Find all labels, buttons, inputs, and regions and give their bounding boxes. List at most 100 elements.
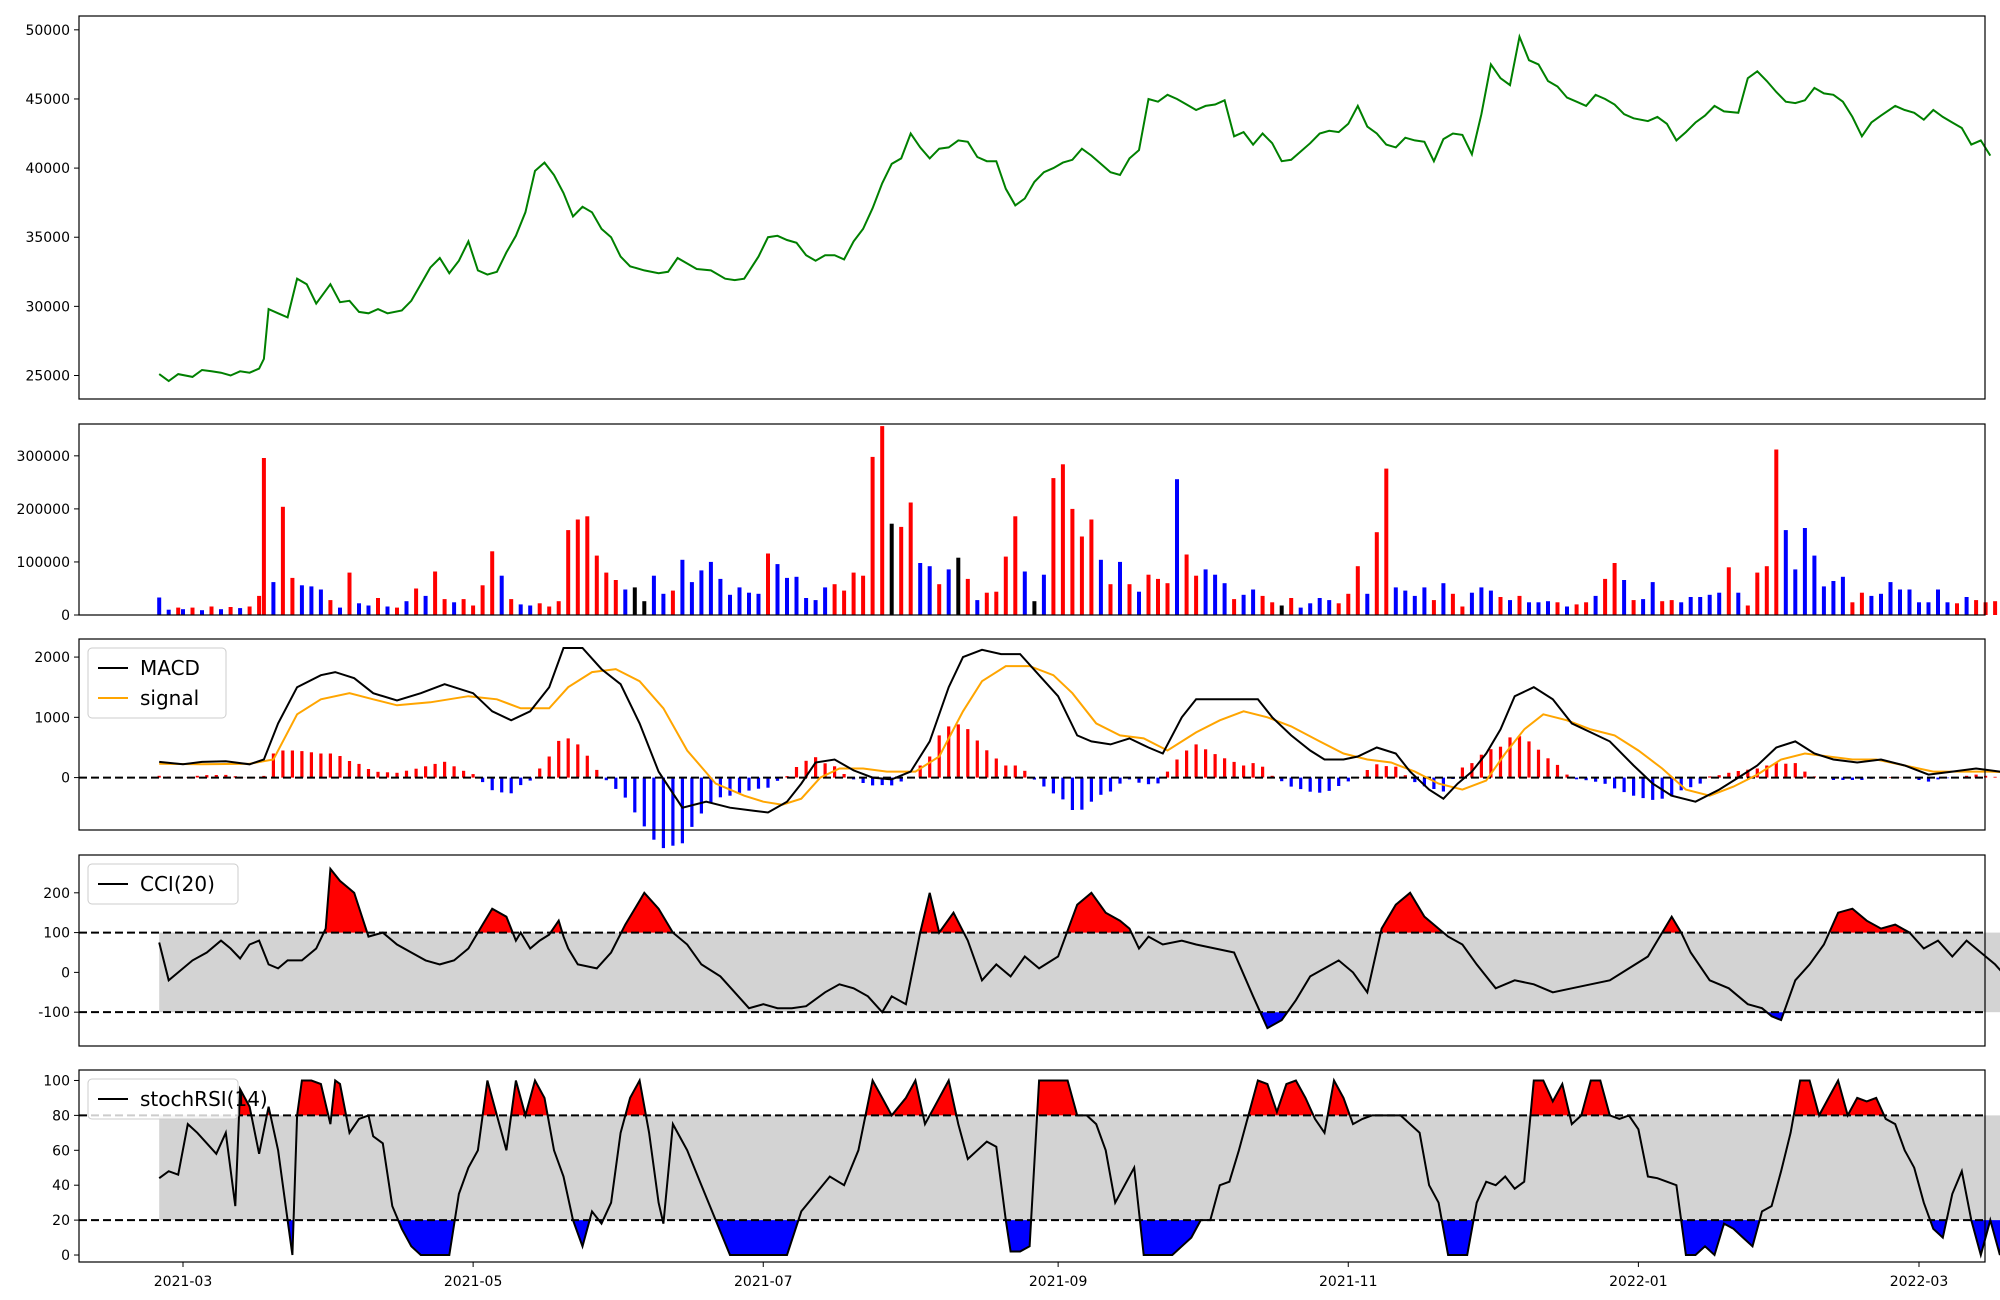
y-tick-label: 0 (61, 608, 70, 624)
macd-histogram-bar (357, 763, 361, 778)
volume-bar (1165, 583, 1170, 615)
macd-histogram-bar (1755, 768, 1759, 778)
volume-bar (461, 599, 466, 615)
volume-bar (1508, 600, 1512, 615)
macd-histogram-bar (633, 777, 637, 813)
macd-histogram-bar (1175, 759, 1179, 778)
volume-bar (200, 610, 204, 615)
volume-bar (309, 586, 314, 615)
macd-histogram-bar (1223, 758, 1227, 778)
macd-histogram-bar (1384, 766, 1388, 778)
macd-histogram-bar (956, 724, 960, 778)
macd-histogram-bar (214, 775, 218, 778)
macd-histogram-bar (1460, 767, 1464, 778)
macd-histogram-bar (1261, 766, 1265, 778)
volume-bar (1365, 593, 1370, 615)
macd-histogram-bar (1736, 771, 1740, 778)
volume-bar (157, 597, 162, 615)
macd-histogram-bar (205, 775, 209, 778)
macd-histogram-bar (1689, 777, 1693, 788)
macd-histogram-bar (1803, 771, 1807, 778)
volume-bar (385, 606, 390, 615)
y-tick-label: 1000 (34, 710, 70, 726)
neutral-band (159, 1115, 2000, 1221)
macd-histogram-bar (576, 744, 580, 778)
volume-bar (670, 590, 675, 615)
oversold-fill (1139, 1220, 1201, 1255)
macd-histogram-bar (1080, 777, 1084, 810)
macd-histogram-bar (395, 772, 399, 778)
macd-histogram-bar (871, 777, 875, 786)
macd-histogram-bar (1232, 761, 1236, 778)
macd-histogram-bar (690, 777, 694, 827)
volume-bar (318, 589, 323, 615)
volume-bar (604, 572, 609, 615)
volume-bar (1118, 561, 1122, 615)
macd-histogram-bar (975, 740, 979, 778)
volume-bar (1574, 604, 1579, 615)
macd-histogram-bar (1299, 777, 1303, 790)
x-tick-label: 2021-03 (154, 1274, 213, 1290)
volume-bar (1565, 606, 1569, 615)
volume-bar (1907, 589, 1912, 615)
volume-bar (804, 598, 809, 615)
volume-bar (395, 607, 399, 615)
legend-label: CCI(20) (140, 872, 215, 896)
macd-histogram-bar (699, 777, 703, 814)
volume-bar (247, 606, 252, 615)
volume-bar (613, 580, 618, 615)
volume-bar (1955, 603, 1959, 615)
macd-histogram-bar (1717, 775, 1721, 778)
volume-bar (766, 553, 770, 615)
macd-histogram-bar (309, 752, 313, 778)
volume-bar (918, 563, 923, 615)
macd-histogram-bar (823, 763, 827, 778)
volume-bar (238, 608, 243, 615)
macd-histogram-bar (1831, 777, 1835, 780)
volume-bar (1079, 536, 1084, 615)
volume-bar (1051, 478, 1056, 615)
macd-histogram-bar (614, 777, 618, 789)
y-tick-label: 40000 (25, 161, 70, 177)
y-tick-label: 45000 (25, 92, 70, 108)
overbought-fill (865, 1080, 892, 1116)
macd-histogram-bar (661, 777, 665, 849)
macd-histogram-bar (1860, 777, 1864, 780)
volume-bar (1631, 600, 1636, 615)
y-tick-label: 0 (61, 1248, 70, 1264)
macd-histogram-bar (1936, 777, 1940, 780)
macd-histogram-bar (842, 774, 846, 778)
macd-histogram-bar (775, 777, 780, 781)
volume-bar (1679, 602, 1684, 615)
volume-bar (1175, 479, 1179, 615)
macd-histogram-bar (1346, 777, 1350, 782)
overbought-fill (477, 908, 513, 933)
macd-histogram-bar (1632, 777, 1636, 796)
y-tick-label: 25000 (25, 368, 70, 384)
macd-histogram-bar (1765, 765, 1769, 778)
macd-histogram-bar (1594, 777, 1598, 782)
volume-bar (1156, 578, 1160, 615)
y-tick-label: 60 (52, 1143, 70, 1159)
volume-bar (1450, 593, 1455, 615)
macd-histogram-bar (1841, 777, 1845, 780)
x-tick-label: 2021-05 (444, 1274, 503, 1290)
macd-histogram-bar (1165, 771, 1170, 778)
volume-bar (1641, 599, 1646, 615)
macd-histogram-bar (1403, 775, 1407, 778)
volume-bar (1498, 597, 1503, 615)
volume-bar (1298, 607, 1303, 615)
volume-bar (1612, 563, 1617, 615)
volume-bar (1260, 595, 1265, 615)
macd-histogram-bar (966, 729, 970, 778)
volume-bar (518, 604, 523, 615)
macd-histogram-bar (947, 726, 951, 778)
macd-histogram-bar (747, 777, 751, 791)
macd-histogram-bar (1394, 766, 1398, 778)
macd-histogram-bar (604, 777, 608, 781)
volume-bar (1821, 586, 1826, 615)
volume-bar (1774, 449, 1779, 615)
macd-histogram-bar (737, 777, 742, 793)
volume-bar (528, 605, 533, 615)
volume-bar (1660, 601, 1665, 615)
